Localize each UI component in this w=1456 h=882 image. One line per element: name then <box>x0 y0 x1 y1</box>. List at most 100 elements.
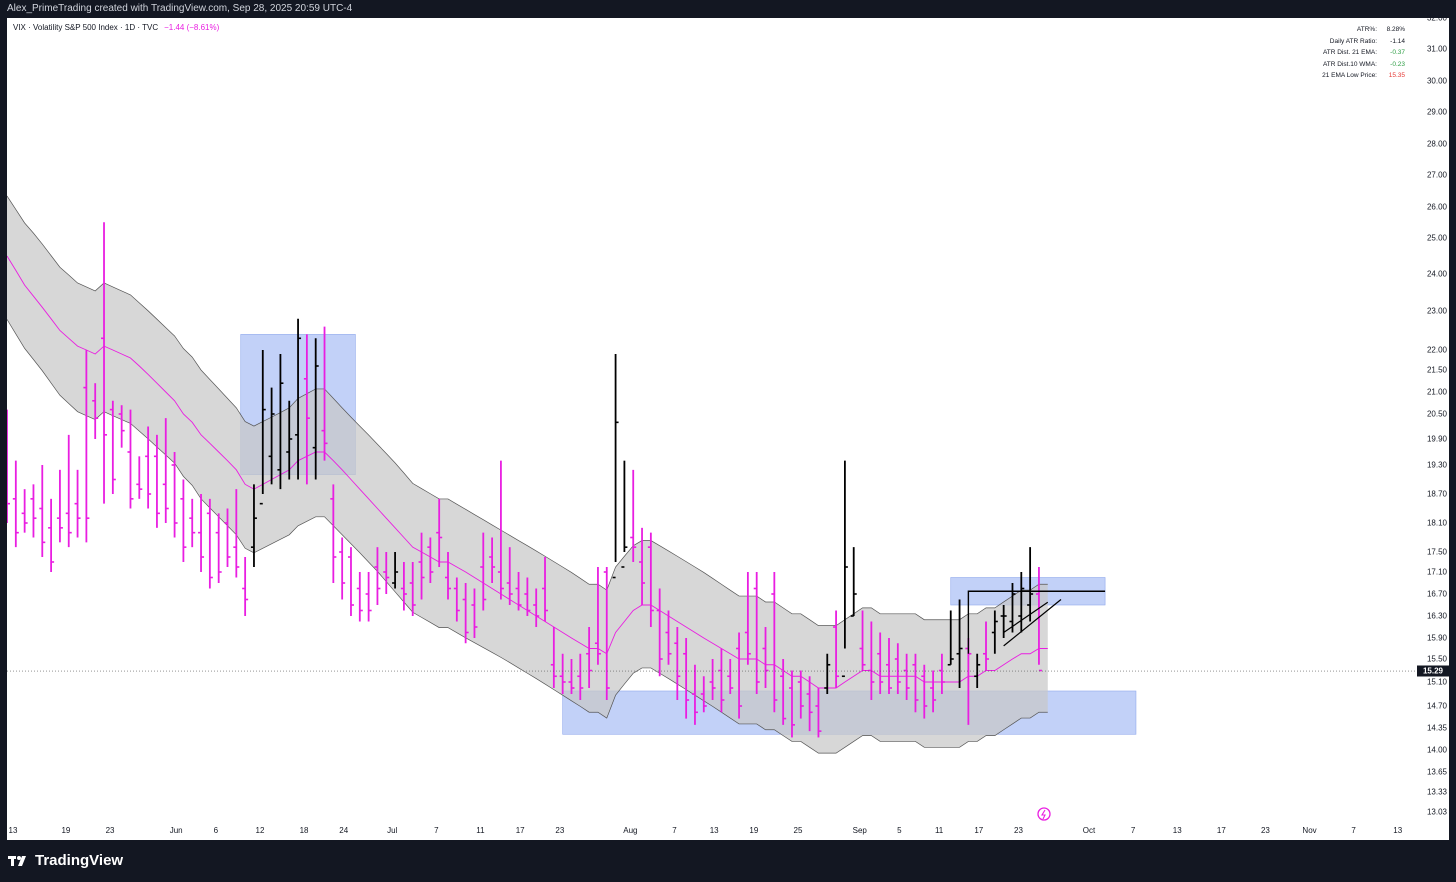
chart-canvas[interactable] <box>7 18 1449 840</box>
stat-label: ATR%: <box>1356 26 1377 33</box>
ohlc-bar <box>145 426 152 509</box>
atr-band-lower <box>7 319 1048 754</box>
stat-value: 8.28% <box>1386 26 1405 33</box>
ohlc-bar <box>709 659 716 700</box>
price-axis-tick: 17.50 <box>1426 547 1447 557</box>
ohlc-bar <box>48 498 55 572</box>
ohlc-bar <box>833 610 840 688</box>
ohlc-bar <box>736 632 743 719</box>
time-axis-tick: 13 <box>8 826 18 835</box>
price-axis-tick: 24.00 <box>1426 269 1447 279</box>
ohlc-bar <box>330 484 337 583</box>
ohlc-bar <box>515 572 522 611</box>
ohlc-bar <box>568 659 575 694</box>
stat-row: 21 EMA Low Price: 15.35 <box>1313 72 1405 84</box>
ohlc-bar <box>162 418 169 523</box>
resistance-line <box>967 590 1106 654</box>
ohlc-bar <box>744 572 751 665</box>
price-axis-tick: 19.30 <box>1426 460 1447 470</box>
ohlc-bar <box>718 648 725 713</box>
time-axis-tick: 25 <box>793 826 803 835</box>
ohlc-bar <box>418 532 425 600</box>
ohlc-bar <box>462 583 469 644</box>
ohlc-bar <box>612 354 619 579</box>
ohlc-bar <box>277 354 284 490</box>
ohlc-bar <box>242 557 249 616</box>
stat-label: ATR Dist.10 WMA: <box>1322 60 1377 68</box>
ohlc-bar <box>886 638 892 694</box>
ohlc-bar <box>347 547 354 616</box>
price-axis-tick: 15.50 <box>1426 654 1447 664</box>
price-axis-tick: 23.00 <box>1426 306 1447 316</box>
ohlc-bar <box>65 434 72 548</box>
ohlc-bar <box>303 334 310 485</box>
ohlc-bar <box>118 405 125 448</box>
ohlc-bar <box>374 547 381 605</box>
ohlc-bar <box>797 670 804 719</box>
time-axis-tick: 13 <box>709 826 719 835</box>
ohlc-bar <box>674 627 681 700</box>
wedge-line-lower <box>1003 599 1062 647</box>
ohlc-bar <box>974 653 981 688</box>
ohlc-bar <box>700 676 707 713</box>
price-axis-tick: 14.00 <box>1426 745 1447 755</box>
replay-icon[interactable] <box>1037 807 1051 821</box>
ohlc-bar <box>603 567 610 700</box>
ohlc-bar <box>39 465 46 557</box>
ohlc-bar <box>815 688 822 738</box>
time-axis-tick: 7 <box>1351 826 1356 835</box>
ohlc-bar <box>859 610 866 671</box>
ohlc-bar <box>841 460 848 678</box>
price-axis-tick: 16.30 <box>1426 611 1447 621</box>
price-axis-tick: 32.00 <box>1426 13 1447 23</box>
ohlc-bar <box>956 599 963 688</box>
ohlc-bar <box>647 532 654 627</box>
ohlc-bar <box>7 409 10 523</box>
stat-row: ATR%: 8.28% <box>1313 26 1405 38</box>
ohlc-bar <box>921 664 928 719</box>
ohlc-bar <box>12 460 19 548</box>
ohlc-bar <box>189 498 196 548</box>
ohlc-bar <box>109 400 116 494</box>
price-axis-tick: 26.00 <box>1426 202 1447 212</box>
ohlc-bar <box>92 383 99 439</box>
ohlc-bar <box>268 387 275 485</box>
ohlc-bar <box>356 572 363 622</box>
tradingview-logo[interactable]: TradingView <box>8 852 123 869</box>
symbol-legend[interactable]: VIX · Volatility S&P 500 Index · 1D · TV… <box>13 23 219 32</box>
stat-label: 21 EMA Low Price: <box>1322 72 1377 79</box>
chart-area[interactable]: VIX · Volatility S&P 500 Index · 1D · TV… <box>7 14 1449 840</box>
price-axis-tick: 21.00 <box>1426 387 1447 397</box>
ohlc-bar <box>400 562 407 611</box>
time-axis-tick: Sep <box>852 826 867 835</box>
ohlc-bar <box>683 638 690 719</box>
ohlc-bar <box>30 484 37 538</box>
ohlc-bar <box>471 588 478 638</box>
ohlc-bar <box>594 567 601 665</box>
ohlc-bar <box>101 222 108 504</box>
stat-label: Daily ATR Ratio: <box>1329 37 1377 45</box>
time-axis-tick: 19 <box>61 826 71 835</box>
price-axis-tick: 14.70 <box>1426 701 1447 711</box>
time-axis-tick: Aug <box>623 826 638 835</box>
time-axis-tick: 23 <box>555 826 565 835</box>
ohlc-bar <box>259 350 266 505</box>
time-axis-tick: 12 <box>255 826 265 835</box>
ohlc-bar <box>727 659 734 694</box>
price-axis-tick: 31.00 <box>1426 44 1447 54</box>
stat-value: -0.37 <box>1390 49 1405 56</box>
ohlc-bar <box>938 653 945 694</box>
time-axis-tick: Nov <box>1302 826 1317 835</box>
time-axis-tick: 13 <box>1172 826 1182 835</box>
time-axis-tick: 18 <box>299 826 309 835</box>
ohlc-bar <box>656 588 663 677</box>
ohlc-bar <box>771 572 778 713</box>
ohlc-bar <box>445 552 451 600</box>
ohlc-bar <box>559 653 566 694</box>
price-axis[interactable]: 32.00 31.00 30.00 29.00 28.00 27.00 26.00 25.00… <box>1417 14 1449 840</box>
ohlc-bar <box>321 326 328 461</box>
ohlc-bar <box>877 632 884 694</box>
atr-band-upper <box>7 195 1048 626</box>
ohlc-bar <box>286 400 293 480</box>
ohlc-bar <box>171 452 178 538</box>
